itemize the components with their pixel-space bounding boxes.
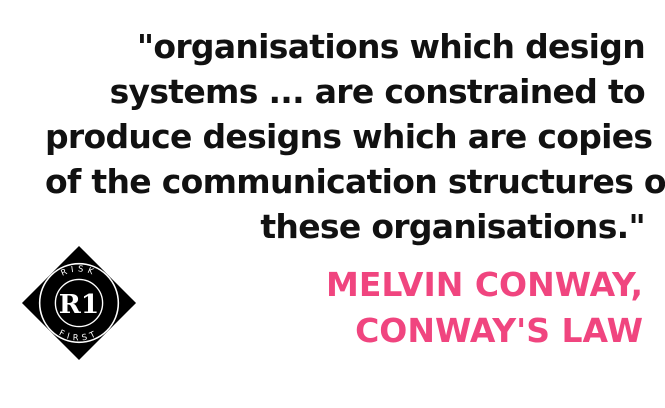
quote-line: produce designs which are copies <box>45 117 653 156</box>
quote-attribution: MELVIN CONWAY, CONWAY'S LAW <box>243 262 643 354</box>
attribution-source: CONWAY'S LAW <box>355 311 643 350</box>
quote-text: "organisations which design systems ... … <box>45 24 665 249</box>
quote-line: systems ... are constrained to <box>109 72 646 111</box>
quote-line: of the communication structures of <box>45 162 665 201</box>
attribution-author: MELVIN CONWAY, <box>326 265 643 304</box>
logo-outer-ring <box>38 262 120 344</box>
logo-monogram: R1 <box>59 289 100 320</box>
logo-inner-ring <box>54 278 104 328</box>
risk-first-logo: RISK FIRST R1 <box>21 245 137 361</box>
logo-diamond <box>21 245 137 361</box>
quote-line: "organisations which design <box>136 27 646 66</box>
quote-line: these organisations." <box>260 207 645 246</box>
